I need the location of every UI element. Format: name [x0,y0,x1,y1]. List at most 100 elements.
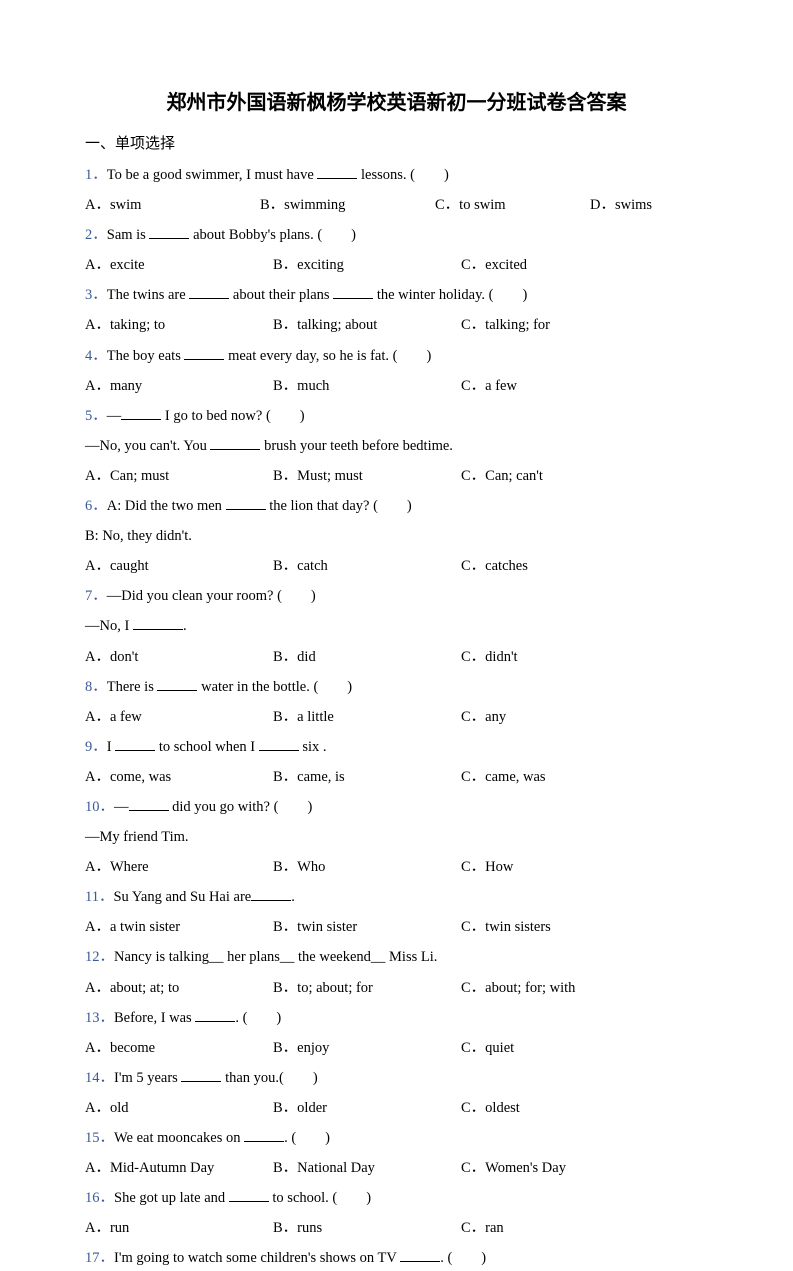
question-6: 6．A: Did the two men the lion that day? … [85,493,708,519]
question-number: 5． [85,408,107,424]
option-b: B．to; about; for [273,975,461,1001]
question-3: 3．The twins are about their plans the wi… [85,282,708,308]
option-c: C．Women's Day [461,1155,566,1181]
question-number: 2． [85,227,107,243]
options-row: A．caughtB．catchC．catches [85,553,708,579]
question-text: the winter holiday. ( ) [373,287,527,303]
option-b: B．talking; about [273,312,461,338]
options-row: A．a twin sisterB．twin sisterC．twin siste… [85,914,708,940]
question-text: Nancy is talking__ her plans__ the weeke… [114,949,437,965]
option-a: A．come, was [85,764,273,790]
option-d: D．swims [590,192,652,218]
option-a: A．excite [85,252,273,278]
option-c: C．Can; can't [461,463,543,489]
option-b: B．National Day [273,1155,461,1181]
question-text: — [114,799,129,815]
question-text: than you.( ) [221,1070,317,1086]
option-c: C．oldest [461,1095,520,1121]
blank-line [400,1248,440,1262]
document-title: 郑州市外国语新枫杨学校英语新初一分班试卷含答案 [85,85,708,121]
options-row: A．Mid-Autumn DayB．National DayC．Women's … [85,1155,708,1181]
question-16: 16．She got up late and to school. ( ) [85,1185,708,1211]
question-text: . ( ) [235,1010,281,1026]
options-row: A．exciteB．excitingC．excited [85,252,708,278]
option-c: C．twin sisters [461,914,551,940]
options-row: A．runB．runsC．ran [85,1215,708,1241]
blank-line [251,887,291,901]
question-number: 14． [85,1070,114,1086]
option-a: A．Can; must [85,463,273,489]
blank-line [157,677,197,691]
option-a: A．many [85,373,273,399]
options-row: A．WhereB．WhoC．How [85,854,708,880]
option-c: C．didn't [461,644,518,670]
blank-line [259,737,299,751]
question-text: She got up late and [114,1190,229,1206]
option-c: C．came, was [461,764,546,790]
section-header: 一、单项选择 [85,131,708,158]
options-row: A．Can; mustB．Must; mustC．Can; can't [85,463,708,489]
options-row: A．manyB．muchC．a few [85,373,708,399]
question-text: I'm 5 years [114,1070,181,1086]
option-c: C．a few [461,373,517,399]
question-text: There is [107,679,158,695]
question-5: 5．— I go to bed now? ( ) [85,403,708,429]
blank-line [115,737,155,751]
option-b: B．came, is [273,764,461,790]
question-text: did you go with? ( ) [169,799,313,815]
option-b: B．twin sister [273,914,461,940]
options-row: A．taking; toB．talking; aboutC．talking; f… [85,312,708,338]
question-continuation: —My friend Tim. [85,824,708,850]
question-text: . [291,889,295,905]
option-b: B．Who [273,854,461,880]
option-a: A．caught [85,553,273,579]
option-b: B．much [273,373,461,399]
question-number: 17． [85,1250,114,1266]
question-text: to school. ( ) [269,1190,371,1206]
question-4: 4．The boy eats meat every day, so he is … [85,343,708,369]
blank-line [149,225,189,239]
question-12: 12．Nancy is talking__ her plans__ the we… [85,944,708,970]
option-a: A．a twin sister [85,914,273,940]
question-8: 8．There is water in the bottle. ( ) [85,674,708,700]
option-a: A．about; at; to [85,975,273,1001]
question-number: 6． [85,498,107,514]
question-text: Before, I was [114,1010,195,1026]
question-number: 16． [85,1190,114,1206]
blank-line [133,616,183,630]
question-10: 10．— did you go with? ( ) [85,794,708,820]
question-text: I [107,739,115,755]
question-text: the lion that day? ( ) [266,498,412,514]
option-c: C．quiet [461,1035,514,1061]
question-number: 13． [85,1010,114,1026]
option-b: B．did [273,644,461,670]
blank-line [184,346,224,360]
questions-container: 1．To be a good swimmer, I must have less… [85,162,708,1271]
question-number: 1． [85,167,107,183]
question-2: 2．Sam is about Bobby's plans. ( ) [85,222,708,248]
question-number: 9． [85,739,107,755]
option-b: B．swimming [260,192,435,218]
question-text: I go to bed now? ( ) [161,408,304,424]
question-text: The twins are [107,287,190,303]
option-a: A．become [85,1035,273,1061]
question-text: —Did you clean your room? ( ) [107,588,316,604]
question-number: 8． [85,679,107,695]
option-b: B．a little [273,704,461,730]
question-13: 13．Before, I was . ( ) [85,1005,708,1031]
question-1: 1．To be a good swimmer, I must have less… [85,162,708,188]
question-number: 4． [85,348,107,364]
option-c: C．any [461,704,506,730]
option-a: A．taking; to [85,312,273,338]
question-14: 14．I'm 5 years than you.( ) [85,1065,708,1091]
question-text: Su Yang and Su Hai are [113,889,251,905]
question-text: The boy eats [107,348,185,364]
option-c: C．catches [461,553,528,579]
blank-line [210,436,260,450]
question-7: 7．—Did you clean your room? ( ) [85,583,708,609]
blank-line [189,285,229,299]
options-row: A．don'tB．didC．didn't [85,644,708,670]
question-text: lessons. ( ) [357,167,448,183]
question-continuation: —No, you can't. You brush your teeth bef… [85,433,708,459]
question-9: 9．I to school when I six . [85,734,708,760]
